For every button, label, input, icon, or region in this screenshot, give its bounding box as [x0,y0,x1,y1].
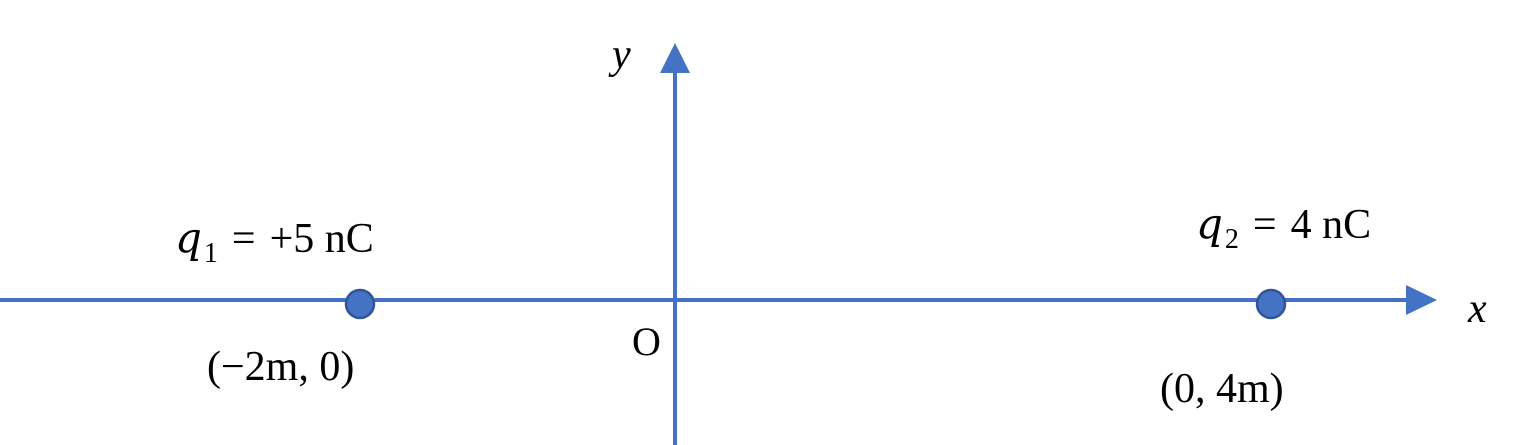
charge-q1-position: (−2m, 0) [207,344,354,390]
y-axis [660,43,690,445]
charge-q2-symbol: q [1196,199,1223,248]
charge-q1-equals: = [232,216,256,262]
charge-q1-subscript: 1 [204,238,218,269]
charge-q2-label: q2 = 4 nC [1196,199,1371,255]
charge-q1: q1 = +5 nC (−2m, 0) [175,213,376,390]
x-axis-arrowhead [1406,285,1437,315]
charge-q2-subscript: 2 [1225,224,1239,255]
charge-q2: q2 = 4 nC (0, 4m) [1160,199,1371,412]
x-axis [0,285,1437,315]
y-axis-arrowhead [660,43,690,73]
charge-q1-label: q1 = +5 nC [175,213,374,269]
charge-q1-value: +5 nC [270,216,374,262]
y-axis-label: y [608,32,631,78]
charge-q2-equals: = [1253,202,1277,248]
charge-q2-dot [1255,288,1287,320]
charge-q1-dot [344,288,376,320]
origin-label: O [632,319,661,364]
charge-q1-symbol: q [175,213,202,262]
x-axis-label: x [1467,286,1487,332]
charge-q2-position: (0, 4m) [1160,366,1284,412]
charge-q2-value: 4 nC [1291,202,1372,248]
